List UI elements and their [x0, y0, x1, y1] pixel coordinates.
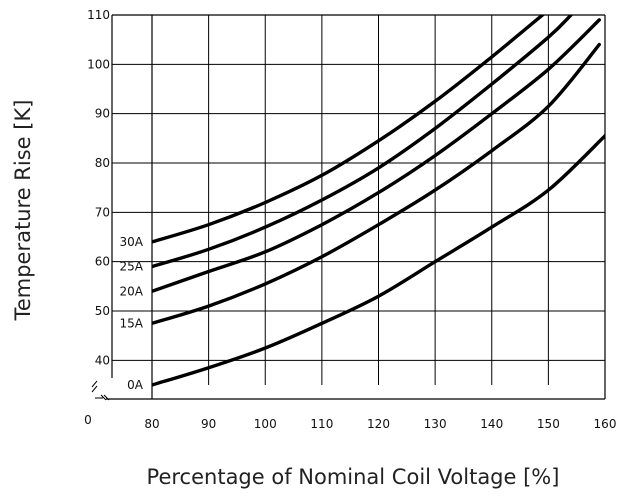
x-axis-title: Percentage of Nominal Coil Voltage [%] — [147, 465, 560, 489]
series-label-20a: 20A — [120, 284, 144, 298]
axis-break-icon — [91, 380, 110, 401]
y-tick-label-80: 80 — [95, 156, 110, 170]
y-tick-label-110: 110 — [87, 8, 110, 22]
x-tick-label-110: 110 — [310, 417, 333, 431]
series-curve-30a — [152, 15, 546, 244]
x-tick-label-100: 100 — [254, 417, 277, 431]
y-axis-title: Temperature Rise [K] — [11, 100, 35, 322]
y-tick-label-40: 40 — [95, 353, 110, 367]
series-curve-15a — [152, 42, 601, 325]
plot-frame — [106, 14, 606, 400]
series-label-15a: 15A — [120, 316, 144, 330]
x-tick-label-120: 120 — [367, 417, 390, 431]
x-tick-label-150: 150 — [537, 417, 560, 431]
grid-lines — [112, 14, 605, 385]
series-labels: 30A 25A 20A 15A 0A — [120, 235, 144, 392]
y-tick-label-50: 50 — [95, 304, 110, 318]
y-tick-label-100: 100 — [87, 57, 110, 71]
series-label-0a: 0A — [127, 378, 144, 392]
series-curve-0a — [152, 134, 605, 387]
series-label-25a: 25A — [120, 260, 144, 274]
y-tick-label-90: 90 — [95, 107, 110, 121]
x-tick-label-140: 140 — [480, 417, 503, 431]
x-tick-label-80: 80 — [144, 417, 159, 431]
series-curves — [152, 15, 605, 387]
tick-labels: 80 90 100 110 120 130 140 150 160 40 50 60 70 80 90 100… — [87, 8, 616, 431]
origin-tick-label: 0 — [84, 413, 92, 427]
series-curve-25a — [152, 15, 573, 269]
x-tick-label-160: 160 — [594, 417, 617, 431]
y-tick-label-70: 70 — [95, 205, 110, 219]
x-tick-label-90: 90 — [201, 417, 216, 431]
x-tick-label-130: 130 — [424, 417, 447, 431]
series-label-30a: 30A — [120, 235, 144, 249]
series-curve-20a — [152, 18, 601, 293]
y-tick-label-60: 60 — [95, 255, 110, 269]
